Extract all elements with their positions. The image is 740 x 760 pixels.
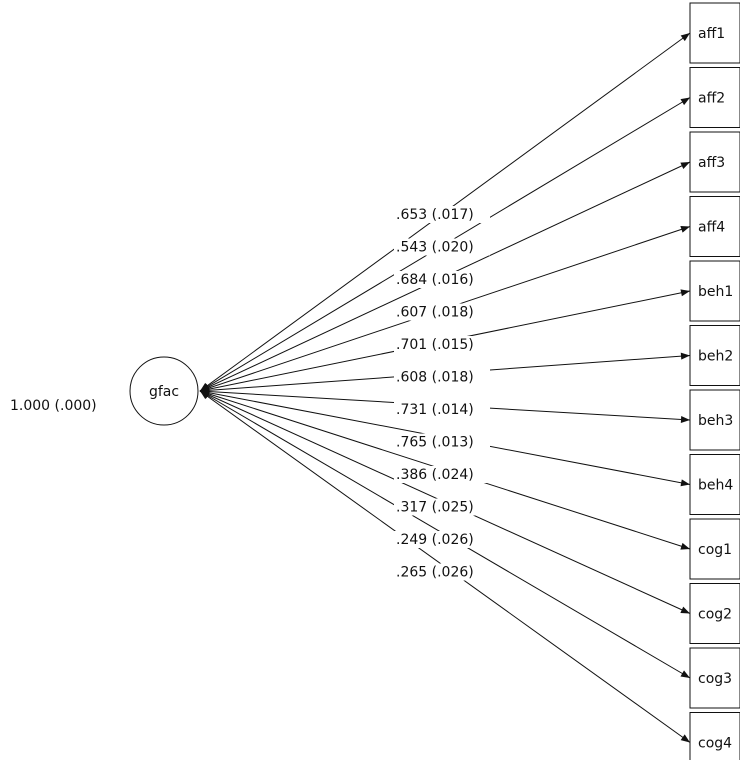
- indicator-box-cog4[interactable]: [689, 712, 740, 760]
- loading-label-cog1: .386 (.024): [396, 467, 474, 483]
- indicator-label-aff3: aff3: [698, 155, 725, 171]
- loading-label-aff1: .653 (.017): [396, 207, 474, 223]
- arrow-head-beh2: [680, 352, 690, 360]
- loading-labels-layer: .653 (.017) .543 (.020) .684 (.016) .607 (.…: [394, 206, 490, 581]
- factor-variance-label: 1.000 (.000): [10, 398, 97, 414]
- indicator-label-aff2: aff2: [698, 91, 725, 107]
- loading-label-bg-beh1: [394, 336, 490, 353]
- indicator-box-cog1[interactable]: [689, 518, 740, 580]
- indicator-label-aff4: aff4: [698, 220, 725, 236]
- indicator-box-aff1[interactable]: [689, 2, 740, 64]
- indicator-box-cog3[interactable]: [689, 647, 740, 709]
- indicator-label-cog1: cog1: [698, 542, 732, 558]
- loading-label-bg-cog3: [394, 531, 490, 548]
- indicator-box-aff3[interactable]: [689, 131, 740, 193]
- indicator-label-cog4: cog4: [698, 736, 732, 752]
- arrow-head-beh4: [680, 479, 690, 487]
- arrow-head-cog3: [680, 670, 690, 678]
- indicator-box-aff2[interactable]: [689, 67, 740, 128]
- loading-label-bg-beh3: [394, 401, 490, 418]
- indicator-label-beh4: beh4: [698, 478, 733, 494]
- arrow-head-aff3: [680, 162, 690, 169]
- arrow-head-cog1: [680, 542, 690, 550]
- loading-label-beh1: .701 (.015): [396, 337, 474, 353]
- indicator-label-beh3: beh3: [698, 413, 733, 429]
- arrow-head-cog2: [680, 606, 690, 614]
- loading-label-bg-beh4: [394, 433, 490, 451]
- indicator-label-cog2: cog2: [698, 607, 732, 623]
- loading-label-beh3: .731 (.014): [396, 402, 474, 418]
- arrow-head-aff4: [680, 226, 690, 233]
- loading-label-bg-cog2: [394, 498, 490, 516]
- indicator-box-beh2[interactable]: [689, 325, 740, 386]
- arrow-head-beh3: [680, 415, 690, 423]
- loading-label-cog2: .317 (.025): [396, 500, 474, 516]
- nodes-layer: 1.000 (.000) gfac aff1 aff2 aff3 aff4 beh1 be…: [10, 2, 740, 760]
- indicator-box-cog2[interactable]: [689, 583, 740, 644]
- loading-label-aff2: .543 (.020): [396, 240, 474, 256]
- indicator-label-aff1: aff1: [698, 26, 725, 42]
- arrow-head-beh1: [680, 289, 690, 297]
- factor-name-label: gfac: [149, 384, 179, 400]
- indicator-label-beh1: beh1: [698, 284, 733, 300]
- arrow-head-aff1: [680, 33, 690, 42]
- loading-label-bg-aff1: [394, 206, 490, 223]
- loading-label-aff4: .607 (.018): [396, 305, 474, 321]
- loading-label-beh2: .608 (.018): [396, 370, 474, 386]
- edges-layer: [199, 32, 691, 743]
- loading-label-aff3: .684 (.016): [396, 272, 474, 288]
- arrow-head-aff2: [680, 97, 690, 106]
- factor-node-gfac[interactable]: [129, 356, 199, 426]
- loading-label-cog4: .265 (.026): [396, 565, 474, 581]
- arrow-tail-cog4: [200, 391, 210, 400]
- indicator-label-cog3: cog3: [698, 671, 732, 687]
- loading-label-cog3: .249 (.026): [396, 532, 474, 548]
- indicator-box-aff4[interactable]: [689, 196, 740, 257]
- indicator-box-beh4[interactable]: [689, 454, 740, 515]
- indicator-label-beh2: beh2: [698, 349, 733, 365]
- loading-label-bg-aff2: [394, 238, 490, 256]
- indicator-box-beh1[interactable]: [689, 260, 740, 322]
- loading-label-bg-aff3: [394, 271, 490, 288]
- loading-label-bg-cog4: [394, 563, 490, 581]
- indicator-box-beh3[interactable]: [689, 389, 740, 451]
- loading-label-beh4: .765 (.013): [396, 435, 474, 451]
- arrow-head-cog4: [680, 734, 690, 743]
- loading-label-bg-aff4: [394, 303, 490, 321]
- loading-label-bg-beh2: [394, 368, 490, 386]
- loading-label-bg-cog1: [394, 466, 490, 483]
